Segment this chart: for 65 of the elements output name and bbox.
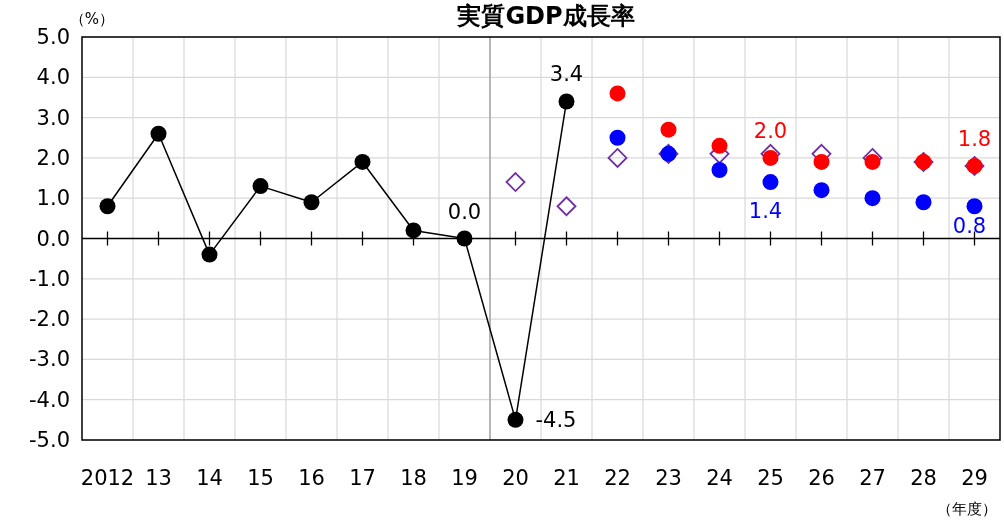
point — [762, 174, 779, 191]
point — [813, 182, 830, 199]
point — [505, 172, 526, 192]
point — [405, 222, 422, 239]
x-tick-label: 29 — [961, 466, 988, 490]
x-tick-label: 25 — [757, 466, 784, 490]
point — [813, 153, 830, 170]
y-tick-label: 3.0 — [36, 105, 70, 130]
point — [556, 196, 577, 217]
data-label: -4.5 — [535, 407, 577, 432]
point — [966, 198, 983, 215]
x-tick-label: 27 — [859, 466, 886, 490]
point — [252, 178, 269, 195]
point — [864, 153, 881, 170]
x-tick-label: 20 — [502, 466, 529, 490]
y-tick-label: 4.0 — [36, 65, 70, 90]
chart-title: 実質GDP成長率 — [456, 2, 635, 30]
x-tick-label: 18 — [400, 466, 427, 490]
point — [456, 230, 473, 247]
x-tick-label: 26 — [808, 466, 835, 490]
y-tick-label: -4.0 — [29, 387, 70, 412]
y-tick-label: 2.0 — [36, 145, 70, 170]
point — [607, 148, 628, 168]
point — [711, 137, 728, 154]
data-label: 3.4 — [549, 62, 584, 87]
y-tick-label: 5.0 — [36, 25, 70, 49]
point — [915, 194, 932, 211]
x-tick-label: 21 — [553, 466, 580, 490]
x-tick-label: 15 — [247, 466, 274, 490]
point — [303, 194, 320, 211]
x-tick-label: 22 — [604, 466, 631, 490]
point — [660, 121, 677, 138]
x-tick-label: 17 — [349, 466, 376, 490]
x-tick-label: 2012 — [80, 466, 135, 490]
point — [864, 190, 881, 207]
y-tick-label: -1.0 — [29, 266, 70, 291]
y-tick-label: 1.0 — [36, 186, 70, 211]
point — [609, 85, 626, 102]
x-tick-label: 14 — [196, 466, 223, 490]
point — [711, 161, 728, 178]
x-tick-label: 19 — [451, 466, 478, 490]
y-tick-label: -3.0 — [29, 347, 70, 372]
x-tick-label: 13 — [145, 466, 172, 490]
data-label: 0.8 — [952, 213, 987, 238]
y-tick-label: -5.0 — [29, 428, 70, 452]
y-tick-label: -2.0 — [29, 307, 70, 332]
data-label: 0.0 — [447, 199, 482, 224]
x-axis-title: （年度） — [937, 500, 997, 518]
y-tick-label: 0.0 — [36, 226, 70, 251]
point — [201, 246, 218, 263]
point — [558, 93, 575, 110]
x-tick-label: 24 — [706, 466, 733, 490]
x-tick-label: 28 — [910, 466, 937, 490]
data-label: 2.0 — [753, 118, 788, 143]
data-label: 1.8 — [957, 126, 992, 151]
point — [150, 125, 167, 142]
y-axis-title: （%） — [69, 10, 115, 28]
point — [762, 149, 779, 166]
point — [99, 198, 116, 215]
x-tick-label: 16 — [298, 466, 325, 490]
point — [609, 129, 626, 146]
point — [507, 411, 524, 428]
x-tick-label: 23 — [655, 466, 682, 490]
point — [354, 153, 371, 170]
data-label: 1.4 — [748, 199, 783, 224]
